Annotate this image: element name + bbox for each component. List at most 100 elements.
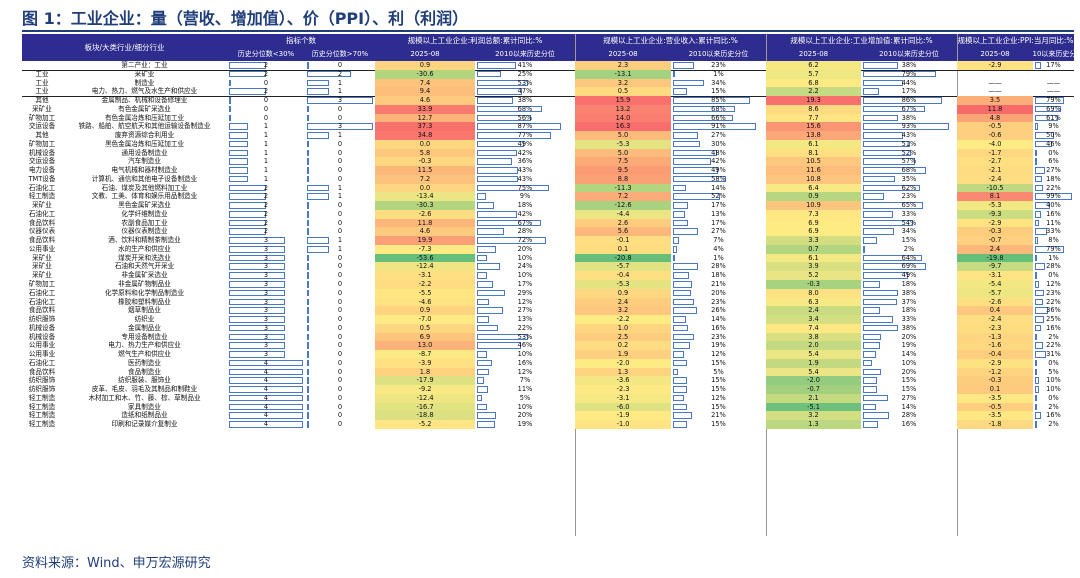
bar-fill: [863, 114, 898, 122]
value-added-value: 2.2: [766, 87, 861, 97]
bar-fill: [863, 158, 916, 165]
sector-cell: 工业: [35, 78, 49, 87]
bar-fill: [1035, 132, 1054, 139]
low-percentile-count: 4: [227, 420, 305, 429]
bar-label: 20%: [517, 411, 533, 420]
bar-label: 1: [263, 157, 269, 166]
profit-value: 0.9: [375, 306, 475, 316]
bar-fill: [673, 132, 698, 139]
value-added-percentile: 15%: [861, 236, 957, 245]
revenue-percentile: 15%: [671, 87, 766, 96]
high-percentile-count: 0: [305, 359, 375, 368]
bar-fill: [229, 307, 285, 314]
industry-cell: 有色金属矿采选业: [118, 104, 171, 113]
industry-cell: 金属制品业: [128, 323, 161, 332]
industry-cell: 化学纤维制造业: [121, 209, 168, 218]
bar-fill: [307, 307, 309, 314]
sector-cell: 轻工制造: [28, 393, 56, 402]
bar-fill: [307, 114, 309, 122]
bar-fill: [673, 245, 677, 253]
bar-fill: [307, 289, 309, 297]
bar-fill: [1035, 228, 1048, 236]
ppi-value: -2.9: [957, 358, 1033, 368]
low-percentile-count: 4: [227, 359, 305, 368]
industry-cell: 皮革、毛皮、羽毛及其制品和制鞋业: [91, 385, 198, 394]
bar-fill: [1035, 386, 1039, 393]
sector-cell: TMT设备: [28, 174, 56, 183]
bar-label: 0: [337, 402, 343, 411]
bar-label: 37%: [901, 297, 917, 306]
bar-fill: [229, 123, 248, 130]
bar-fill: [673, 105, 735, 113]
profit-value: 19.9: [375, 236, 475, 245]
bar-label: 8%: [1048, 236, 1059, 245]
profit-value: -7.0: [375, 315, 475, 324]
ppi-value: -5.3: [957, 201, 1033, 210]
bar-label: 21%: [711, 411, 726, 420]
bar-label: 67%: [517, 218, 533, 227]
bar-fill: [863, 412, 889, 419]
bar-label: 0%: [1048, 393, 1059, 402]
bar-label: 1: [263, 148, 269, 157]
bar-fill: [307, 254, 309, 262]
bar-fill: [229, 193, 266, 200]
profit-value: -30.6: [375, 69, 475, 79]
bar-fill: [863, 184, 921, 192]
high-percentile-count: 0: [305, 298, 375, 307]
bar-label: 0: [337, 367, 343, 376]
profit-percentile: 56%: [475, 114, 575, 123]
profit-percentile: 47%: [475, 87, 575, 96]
profit-value: 12.7: [375, 113, 475, 123]
bar-fill: [229, 254, 285, 262]
bar-label: 21%: [711, 280, 726, 288]
bar-label: 0: [337, 376, 343, 385]
bar-label: 10%: [517, 402, 533, 411]
bar-label: 0: [337, 306, 343, 315]
table-row: 其他 废弃资源综合利用业 1 1 34.8 77% 5.0 27% 13.8 43% -0.6 50%: [22, 131, 1074, 140]
ppi-value: -9.3: [957, 209, 1033, 219]
bar-label: 3: [263, 262, 269, 271]
ppi-percentile: 50%: [1033, 131, 1074, 140]
sector-cell: 机械设备: [28, 332, 56, 341]
value-added-percentile: 18%: [861, 280, 957, 289]
bar-label: 1: [263, 166, 269, 175]
ppi-value: -2.4: [957, 315, 1033, 324]
ppi-value: 3.5: [957, 96, 1033, 105]
bar-fill: [229, 114, 231, 122]
table-row: 采矿业 煤炭开采和洗选业 3 0 -53.6 10% -20.8 1% 6.1 64% -19.8 1…: [22, 253, 1074, 263]
low-percentile-count: 3: [227, 324, 305, 333]
bar-label: 2%: [1048, 332, 1059, 341]
profit-value: 1.8: [375, 367, 475, 377]
industry-cell: 制造业: [134, 78, 155, 87]
low-percentile-count: 1: [227, 157, 305, 166]
bar-fill: [673, 394, 684, 402]
bar-fill: [673, 351, 684, 358]
profit-percentile: 19%: [475, 420, 575, 429]
table-row: 石油化工 橡胶和塑料制品业 3 0 -4.6 12% 2.4 23% 6.3 37% -2.6 22%: [22, 297, 1074, 307]
bar-label: 3: [263, 332, 269, 341]
ppi-value: -2.7: [957, 157, 1033, 167]
industry-cell: 电力、热力生产和供应业: [108, 341, 181, 350]
bar-label: 4: [263, 358, 269, 367]
profit-value: -18.8: [375, 411, 475, 421]
table-row: 食品饮料 酒、饮料和精制茶制造业 3 1 19.9 72% -0.1 7% 3.3 15% -0.7…: [22, 236, 1074, 245]
industry-cell: 通用设备制造业: [121, 148, 168, 157]
ppi-value: 0.4: [957, 306, 1033, 316]
revenue-percentile: 5%: [671, 368, 766, 377]
sector-cell: 仪器仪表: [28, 227, 56, 236]
bar-label: 46%: [1046, 139, 1061, 148]
table-row: 交运设备 汽车制造业 1 0 -0.3 36% 7.5 42% 10.5 57% -2.7 6%: [22, 157, 1074, 167]
bar-fill: [229, 149, 248, 157]
value-added-value: 6.8: [766, 78, 861, 88]
bar-label: 1: [337, 244, 343, 253]
high-percentile-count: 1: [305, 184, 375, 193]
bar-label: 53%: [517, 78, 533, 87]
ppi-percentile: 16%: [1033, 324, 1074, 333]
bar-label: 50%: [1046, 131, 1061, 140]
sector-cell: 轻工制造: [28, 192, 56, 201]
low-percentile-count: 3: [227, 271, 305, 280]
ppi-value: -2.1: [957, 166, 1033, 175]
bar-fill: [229, 403, 303, 411]
profit-percentile: 25%: [475, 70, 575, 79]
bar-fill: [1035, 114, 1058, 122]
